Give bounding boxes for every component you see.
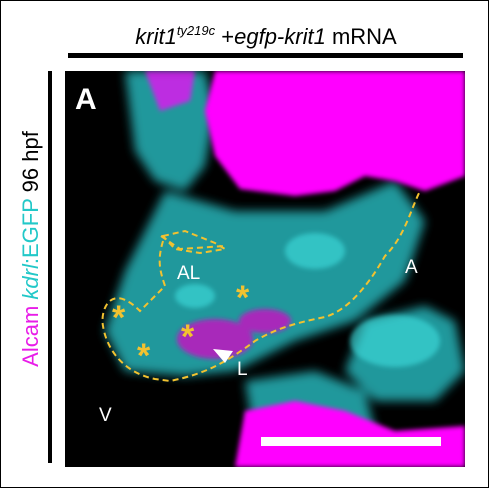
label-A: A xyxy=(405,257,418,278)
micrograph-image: A AL A V L * * * * xyxy=(65,71,465,467)
panel-letter: A xyxy=(75,83,97,116)
asterisk-3: * xyxy=(181,318,195,356)
label-L: L xyxy=(237,359,248,380)
micrograph: A AL A V L * * * * xyxy=(65,71,465,467)
scale-bar xyxy=(261,437,441,446)
arrowhead-icon xyxy=(213,349,233,363)
asterisk-2: * xyxy=(236,279,250,317)
figure-title: krit1ty219c +egfp-krit1 mRNA xyxy=(135,23,397,49)
asterisk-1: * xyxy=(112,299,126,337)
label-AL: AL xyxy=(177,263,200,284)
stage-label: 96 hpf xyxy=(18,131,43,193)
label-V: V xyxy=(99,405,112,426)
title-underline xyxy=(68,53,463,58)
kdrl-label: kdrl xyxy=(18,264,43,300)
alcam-label: Alcam xyxy=(18,305,43,367)
asterisk-4: * xyxy=(137,337,151,375)
side-label: Alcam kdrl:EGFP 96 hpf xyxy=(15,49,47,449)
side-line xyxy=(48,71,52,463)
egfp-label: :EGFP xyxy=(18,198,43,265)
